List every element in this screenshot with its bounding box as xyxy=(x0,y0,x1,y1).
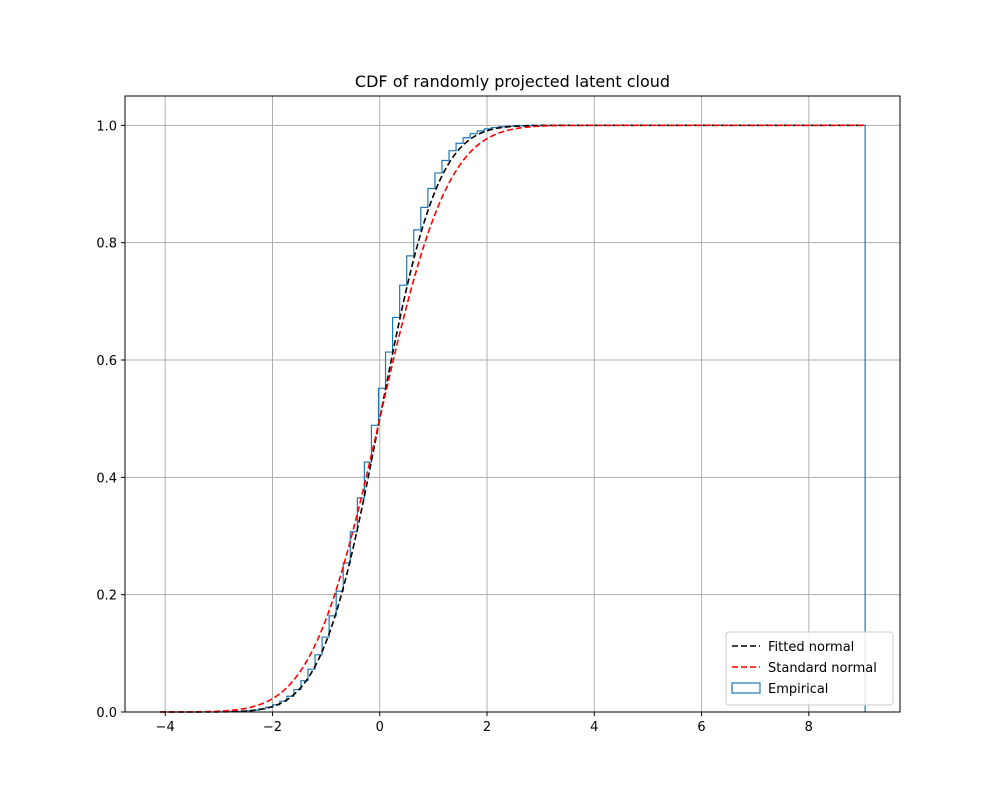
y-tick-label: 0.8 xyxy=(96,237,117,252)
y-tick-label: 0.4 xyxy=(96,471,117,486)
legend-swatch-empirical xyxy=(731,682,761,694)
data-layer xyxy=(159,124,866,713)
standard-normal-line xyxy=(159,124,866,713)
x-tick-label: 2 xyxy=(483,720,491,735)
chart-title: CDF of randomly projected latent cloud xyxy=(355,72,670,91)
legend-label: Fitted normal xyxy=(768,640,854,655)
x-tick-label: −2 xyxy=(263,720,282,735)
x-tick-label: 4 xyxy=(590,720,598,735)
legend-label: Standard normal xyxy=(768,661,877,676)
tick-layer: −4 −2 0 2 4 6 8 0.0 0.2 0.4 0.6 0.8 1.0 xyxy=(96,119,813,735)
x-tick-label: 0 xyxy=(376,720,384,735)
x-tick-label: 8 xyxy=(805,720,813,735)
y-tick-label: 0.0 xyxy=(96,706,117,721)
y-tick-label: 0.6 xyxy=(96,354,117,369)
legend-label: Empirical xyxy=(768,682,828,697)
y-tick-label: 1.0 xyxy=(96,119,117,134)
legend-box xyxy=(725,631,894,706)
fitted-normal-line xyxy=(159,124,866,713)
x-tick-label: 6 xyxy=(697,720,705,735)
x-tick-label: −4 xyxy=(156,720,175,735)
y-tick-label: 0.2 xyxy=(96,589,117,604)
legend: Fitted normal Standard normal Empirical xyxy=(725,631,894,706)
plot-frame xyxy=(124,95,901,713)
